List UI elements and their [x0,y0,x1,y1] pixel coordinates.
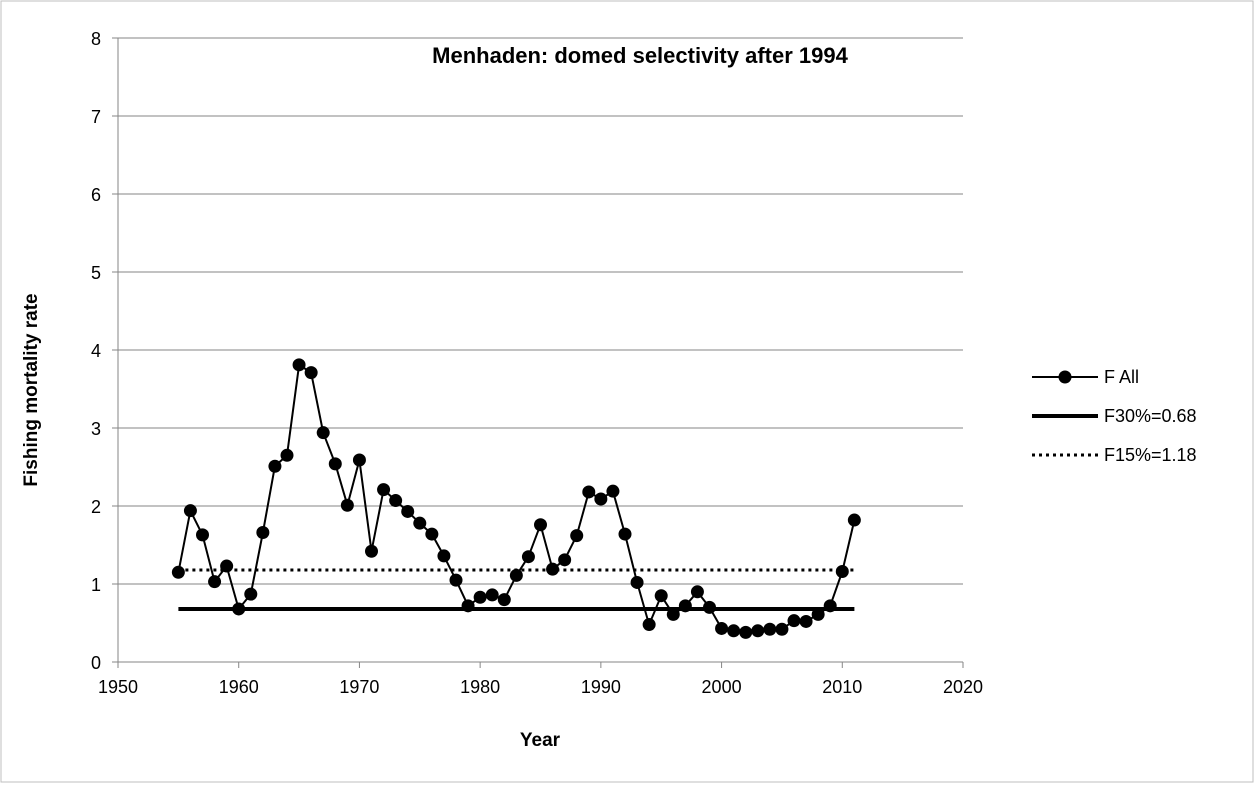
data-point [751,624,765,638]
x-tick-label: 1970 [339,677,379,697]
y-tick-label: 0 [91,653,101,673]
data-point [546,562,560,576]
data-point [787,614,801,628]
y-tick-label: 5 [91,263,101,283]
data-point [413,516,427,530]
data-point [703,600,716,614]
data-point [666,607,680,621]
data-point [485,588,499,602]
y-tick-label: 3 [91,419,101,439]
data-point [244,587,258,601]
data-point [340,498,354,512]
data-point [606,484,620,498]
data-point [630,575,644,589]
series-group [171,358,861,639]
data-point [352,453,366,467]
data-point [268,459,282,473]
y-tick-label: 4 [91,341,101,361]
data-point [220,559,234,573]
data-point [292,358,306,372]
data-point [365,544,378,558]
data-point [715,621,729,635]
data-point [823,599,837,613]
data-point [594,492,608,506]
legend-label-0: F All [1104,367,1139,387]
data-point [437,549,451,563]
data-point [461,599,475,613]
data-point [835,565,849,579]
data-point [280,448,294,462]
data-point [377,483,391,497]
y-tick-label: 7 [91,107,101,127]
y-tick-label: 1 [91,575,101,595]
legend-marker-0 [1058,370,1072,384]
data-point [256,526,270,540]
data-point [727,624,741,638]
data-point [171,565,185,579]
data-point [558,553,572,567]
x-tick-label: 2020 [943,677,983,697]
x-tick-label: 2010 [822,677,862,697]
data-point [618,527,632,541]
grid-lines [118,37,963,585]
data-point [208,575,222,589]
x-tick-label: 1960 [219,677,259,697]
data-point [799,614,813,628]
data-point [847,513,861,527]
data-point [739,625,753,639]
y-tick-label: 6 [91,185,101,205]
data-point [690,585,704,599]
data-point [449,573,463,587]
data-point [473,590,487,604]
data-point [678,599,692,613]
legend-label-2: F15%=1.18 [1104,445,1197,465]
data-point [763,622,777,636]
chart-title: Menhaden: domed selectivity after 1994 [432,43,848,68]
data-point [534,518,547,532]
axes: 0 1 2 3 4 5 6 7 8 1950 1960 1970 1980 1990 2000 2010 202… [91,29,983,697]
data-point [582,485,596,499]
x-tick-label: 1950 [98,677,138,697]
legend: F All F30%=0.68 F15%=1.18 [1032,367,1197,465]
y-tick-label: 2 [91,497,101,517]
data-point [316,426,330,440]
data-point [521,550,535,564]
data-point [497,593,511,607]
data-point [328,457,342,471]
data-point [570,529,584,543]
x-tick-label: 2000 [702,677,742,697]
data-point [401,504,415,518]
data-point [811,607,825,621]
y-tick-label: 8 [91,29,101,49]
legend-label-1: F30%=0.68 [1104,406,1197,426]
data-point [654,589,668,603]
data-point [304,366,318,380]
data-point [775,622,789,636]
data-point [232,602,246,616]
y-axis-title: Fishing mortality rate [21,293,42,486]
data-point [389,494,403,508]
data-point [425,527,439,541]
x-tick-label: 1990 [581,677,621,697]
data-point [509,568,523,582]
data-point [183,504,197,518]
data-point [642,618,656,632]
x-axis-title: Year [520,730,561,751]
data-point [196,528,209,542]
x-tick-label: 1980 [460,677,500,697]
